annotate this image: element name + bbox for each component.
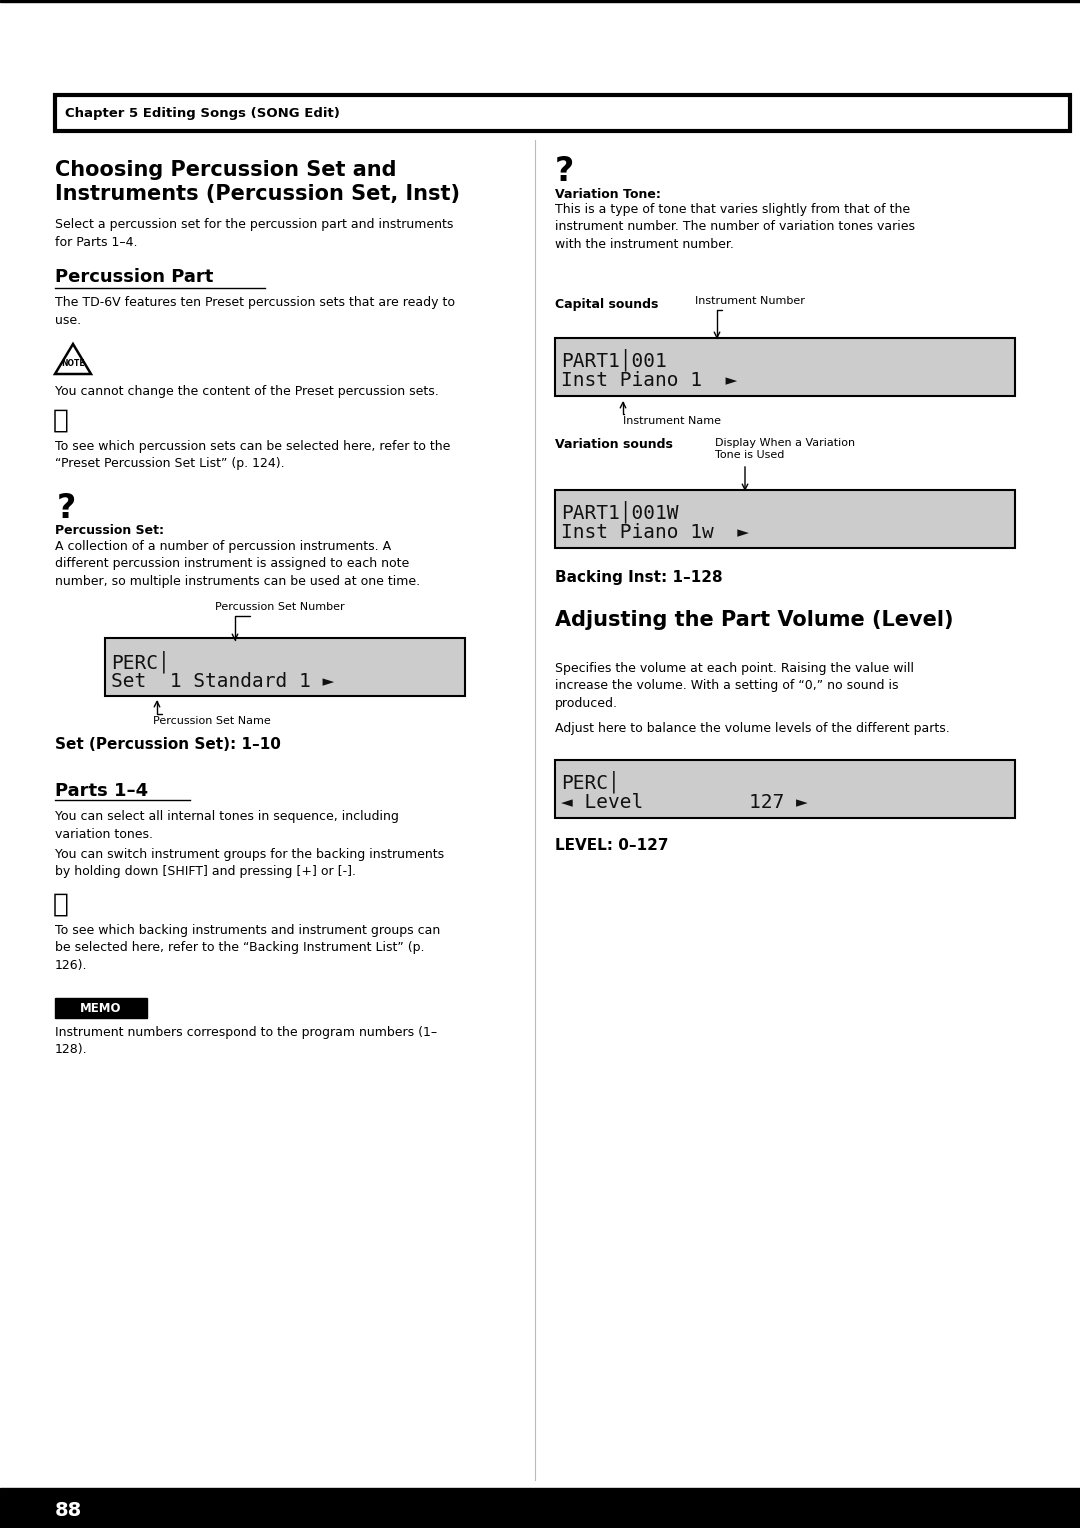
Text: Backing Inst: 1–128: Backing Inst: 1–128: [555, 570, 723, 585]
Text: Percussion Set Name: Percussion Set Name: [153, 717, 271, 726]
Text: To see which percussion sets can be selected here, refer to the
“Preset Percussi: To see which percussion sets can be sele…: [55, 440, 450, 471]
Text: Select a percussion set for the percussion part and instruments
for Parts 1–4.: Select a percussion set for the percussi…: [55, 219, 454, 249]
Text: Percussion Part: Percussion Part: [55, 267, 214, 286]
Bar: [555, 490, 1015, 549]
Text: You cannot change the content of the Preset percussion sets.: You cannot change the content of the Pre…: [55, 385, 438, 397]
Text: Inst Piano 1  ►: Inst Piano 1 ►: [561, 371, 738, 390]
Text: Capital sounds: Capital sounds: [555, 298, 659, 312]
Text: Specifies the volume at each point. Raising the value will
increase the volume. : Specifies the volume at each point. Rais…: [555, 662, 914, 711]
Text: Instrument numbers correspond to the program numbers (1–
128).: Instrument numbers correspond to the pro…: [55, 1025, 437, 1056]
Text: A collection of a number of percussion instruments. A
different percussion instr: A collection of a number of percussion i…: [55, 539, 420, 588]
Text: ?: ?: [57, 492, 77, 526]
Text: Adjusting the Part Volume (Level): Adjusting the Part Volume (Level): [555, 610, 954, 630]
Text: Variation Tone:: Variation Tone:: [555, 188, 661, 202]
Text: Instrument Name: Instrument Name: [623, 416, 721, 426]
Text: Display When a Variation
Tone is Used: Display When a Variation Tone is Used: [715, 439, 855, 460]
Text: Choosing Percussion Set and
Instruments (Percussion Set, Inst): Choosing Percussion Set and Instruments …: [55, 160, 460, 205]
Text: Adjust here to balance the volume levels of the different parts.: Adjust here to balance the volume levels…: [555, 723, 949, 735]
Text: Set  1 Standard 1 ►: Set 1 Standard 1 ►: [111, 672, 334, 691]
Bar: [0, 1490, 1080, 1528]
Bar: [55, 95, 1070, 131]
Text: Chapter 5 Editing Songs (SONG Edit): Chapter 5 Editing Songs (SONG Edit): [65, 107, 340, 119]
Text: PART1│001W: PART1│001W: [561, 500, 678, 523]
Bar: [0, 0, 1080, 2]
Text: Set (Percussion Set): 1–10: Set (Percussion Set): 1–10: [55, 736, 281, 752]
Bar: [0, 1488, 1080, 1490]
Text: Variation sounds: Variation sounds: [555, 439, 673, 451]
Bar: [555, 338, 1015, 396]
Text: PERC│: PERC│: [561, 770, 620, 793]
Text: Inst Piano 1w  ►: Inst Piano 1w ►: [561, 523, 750, 542]
Bar: [555, 759, 1015, 817]
Text: Parts 1–4: Parts 1–4: [55, 782, 148, 801]
Text: ☞: ☞: [53, 408, 69, 432]
Text: ☞: ☞: [53, 892, 69, 917]
Text: This is a type of tone that varies slightly from that of the
instrument number. : This is a type of tone that varies sligh…: [555, 203, 915, 251]
Text: ◄ Level         127 ►: ◄ Level 127 ►: [561, 793, 808, 811]
Text: NOTE: NOTE: [62, 359, 85, 368]
Text: PART1│001: PART1│001: [561, 348, 666, 371]
Text: Percussion Set Number: Percussion Set Number: [215, 602, 345, 613]
Text: Percussion Set:: Percussion Set:: [55, 524, 164, 536]
Text: PERC│: PERC│: [111, 649, 170, 672]
Bar: [105, 639, 465, 695]
Text: MEMO: MEMO: [80, 1001, 122, 1015]
Text: LEVEL: 0–127: LEVEL: 0–127: [555, 837, 669, 853]
Text: ?: ?: [555, 154, 575, 188]
Bar: [55, 998, 147, 1018]
Text: 88: 88: [55, 1500, 82, 1519]
Text: The TD-6V features ten Preset percussion sets that are ready to
use.: The TD-6V features ten Preset percussion…: [55, 296, 455, 327]
Text: You can select all internal tones in sequence, including
variation tones.: You can select all internal tones in seq…: [55, 810, 399, 840]
Text: You can switch instrument groups for the backing instruments
by holding down [SH: You can switch instrument groups for the…: [55, 848, 444, 879]
Text: Instrument Number: Instrument Number: [696, 296, 805, 306]
Text: To see which backing instruments and instrument groups can
be selected here, ref: To see which backing instruments and ins…: [55, 924, 441, 972]
